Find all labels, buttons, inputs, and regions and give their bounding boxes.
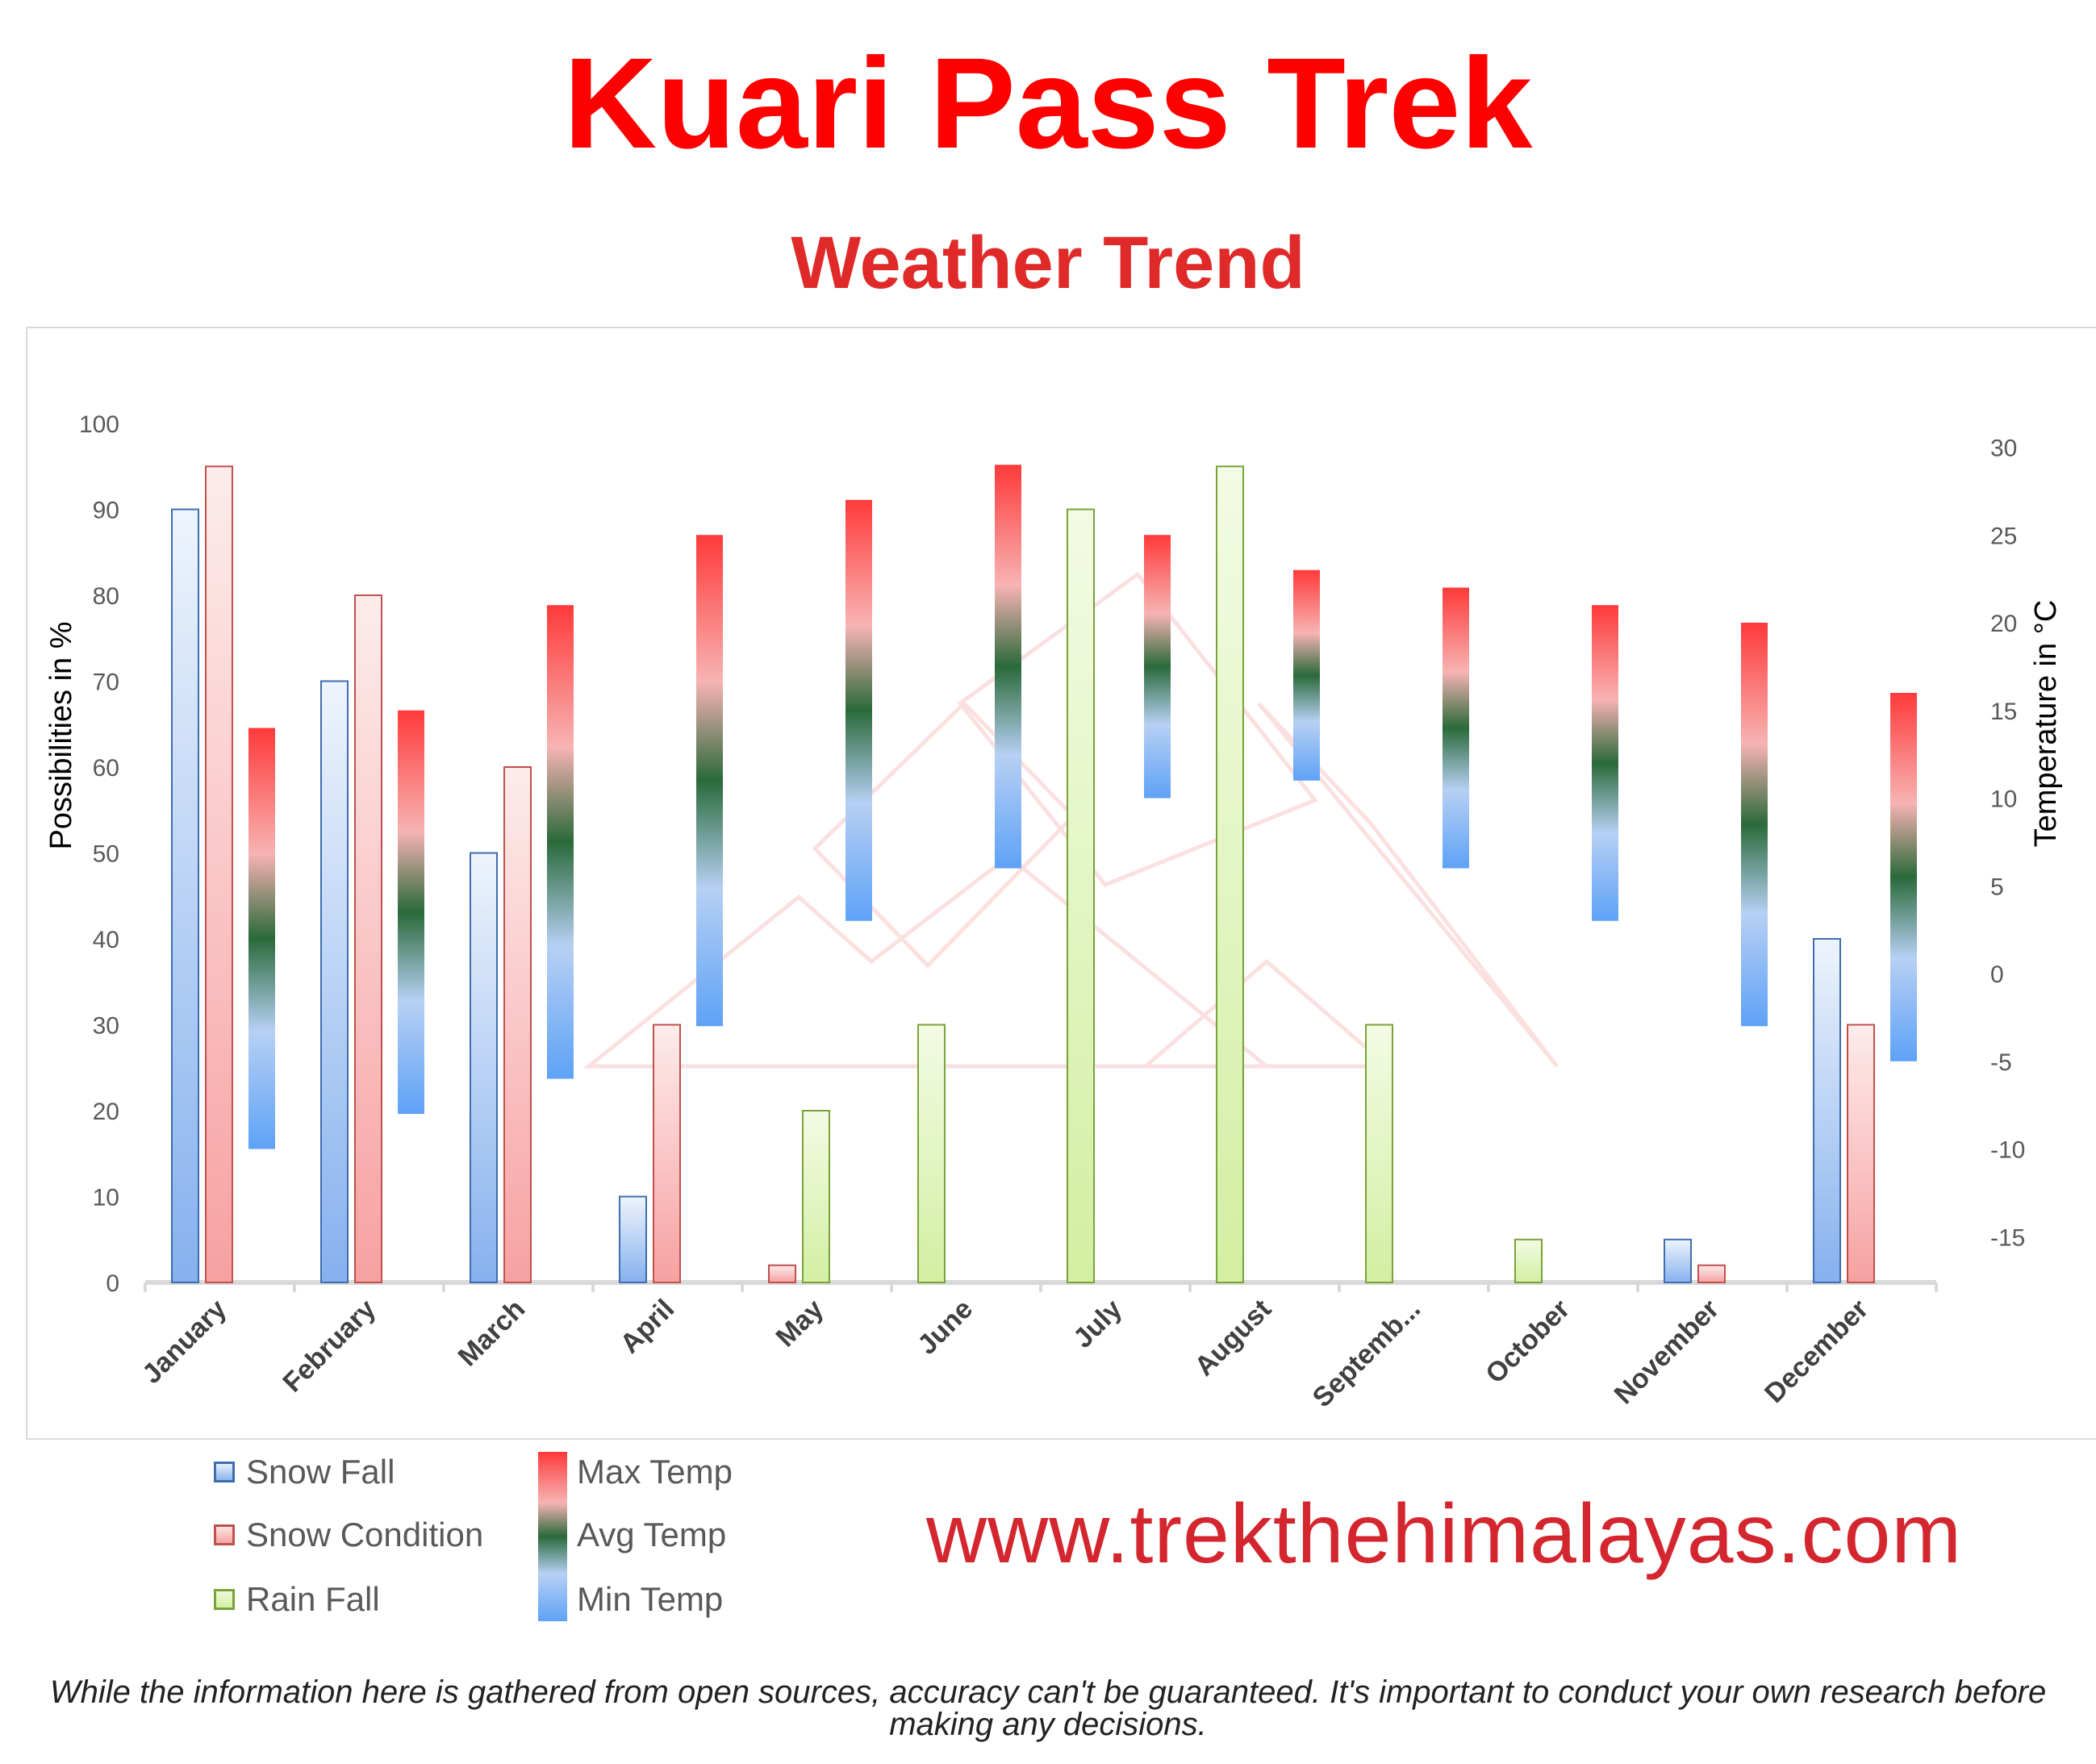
right-tick-label: 0 bbox=[1990, 961, 2004, 988]
temperature-range-bar bbox=[1592, 605, 1618, 921]
category-label: November bbox=[1609, 1294, 1725, 1410]
right-tick-label: 5 bbox=[1990, 874, 2004, 900]
left-tick-label: 50 bbox=[93, 841, 119, 868]
bar-snow-fall bbox=[1813, 938, 1841, 1283]
right-tick-label: 15 bbox=[1990, 699, 2017, 725]
left-tick-label: 90 bbox=[93, 498, 119, 524]
temperature-ranges bbox=[248, 465, 1917, 1149]
bar-rain-fall bbox=[802, 1110, 830, 1283]
bar-rain-fall bbox=[1067, 508, 1095, 1283]
legend-swatch-rain-fall bbox=[214, 1589, 235, 1610]
legend-min-temp: Min Temp bbox=[577, 1580, 724, 1618]
category-label: Septemb... bbox=[1307, 1294, 1426, 1413]
temperature-range-bar bbox=[995, 465, 1021, 869]
bar-snow-condition bbox=[1847, 1024, 1875, 1283]
bar-rain-fall bbox=[1216, 465, 1244, 1283]
disclaimer-text: While the information here is gathered f… bbox=[49, 1674, 2047, 1742]
category-label: April bbox=[615, 1294, 681, 1360]
left-tick-label: 70 bbox=[93, 669, 119, 696]
bar-snow-fall bbox=[1664, 1238, 1692, 1283]
legend-snow-condition: Snow Condition bbox=[246, 1516, 484, 1553]
right-tick-label: 30 bbox=[1990, 436, 2017, 462]
left-tick-label: 30 bbox=[93, 1013, 119, 1040]
bar-snow-fall bbox=[320, 680, 349, 1283]
legend-swatch-snow-fall bbox=[214, 1462, 235, 1483]
bar-snow-condition bbox=[653, 1024, 681, 1283]
temperature-range-bar bbox=[1741, 623, 1768, 1027]
legend-temperature-gradient bbox=[538, 1452, 567, 1621]
category-label: July bbox=[1067, 1294, 1128, 1354]
bar-snow-fall bbox=[171, 508, 199, 1283]
bar-snow-condition bbox=[354, 594, 382, 1283]
left-tick-label: 20 bbox=[93, 1099, 119, 1125]
x-axis-labels: January February March April May June July Augu… bbox=[136, 1294, 1874, 1414]
right-tick-label: 10 bbox=[1990, 786, 2017, 813]
category-label: May bbox=[770, 1294, 830, 1353]
left-axis-ticks: 0 10 20 30 40 50 60 70 80 90 100 bbox=[79, 411, 119, 1297]
category-label: June bbox=[912, 1294, 979, 1361]
right-tick-label: -10 bbox=[1990, 1137, 2025, 1164]
category-label: August bbox=[1188, 1294, 1277, 1382]
right-tick-label: -15 bbox=[1990, 1224, 2025, 1251]
chart-frame bbox=[26, 327, 2096, 1440]
weather-chart: 0 10 20 30 40 50 60 70 80 90 100 -15 -10 -5 0 5 10 15 20 2… bbox=[44, 411, 2063, 1414]
temperature-range-bar bbox=[696, 535, 723, 1027]
chart-subtitle: Weather Trend bbox=[791, 222, 1305, 304]
bar-rain-fall bbox=[917, 1024, 946, 1283]
category-label: February bbox=[277, 1294, 382, 1399]
legend-rain-fall: Rain Fall bbox=[246, 1580, 380, 1618]
left-tick-label: 0 bbox=[106, 1270, 119, 1297]
left-tick-label: 40 bbox=[93, 927, 119, 953]
temperature-range-bar bbox=[845, 499, 872, 921]
temperature-range-bar bbox=[1443, 587, 1469, 869]
bar-snow-fall bbox=[470, 852, 498, 1283]
temperature-range-bar bbox=[1293, 569, 1320, 781]
category-label: March bbox=[452, 1294, 531, 1373]
left-tick-label: 100 bbox=[79, 411, 119, 438]
bar-rain-fall bbox=[1365, 1024, 1393, 1283]
temperature-range-bar bbox=[1144, 535, 1171, 799]
bar-snow-condition bbox=[503, 766, 532, 1283]
legend-max-temp: Max Temp bbox=[577, 1453, 733, 1491]
left-tick-label: 80 bbox=[93, 583, 119, 610]
website-url[interactable]: www.trekthehimalayas.com bbox=[926, 1487, 1962, 1581]
y-axis-left-label: Possibilities in % bbox=[44, 622, 78, 850]
legend-swatch-snow-condition bbox=[214, 1524, 235, 1545]
bar-snow-condition bbox=[205, 465, 233, 1283]
bar-snow-fall bbox=[619, 1195, 647, 1283]
bar-snow-condition bbox=[1697, 1264, 1726, 1283]
category-label: October bbox=[1480, 1294, 1576, 1390]
right-tick-label: 25 bbox=[1990, 523, 2017, 549]
temperature-range-bar bbox=[398, 710, 424, 1114]
legend-avg-temp: Avg Temp bbox=[577, 1516, 727, 1553]
y-axis-right-label: Temperature in °C bbox=[2029, 600, 2063, 848]
temperature-range-bar bbox=[1890, 693, 1917, 1061]
right-tick-label: 20 bbox=[1990, 611, 2017, 637]
bar-series bbox=[171, 465, 1875, 1283]
chart-title: Kuari Pass Trek bbox=[563, 31, 1533, 175]
legend-snow-fall: Snow Fall bbox=[246, 1453, 395, 1491]
category-label: December bbox=[1759, 1294, 1874, 1409]
left-tick-label: 60 bbox=[93, 755, 119, 782]
bar-rain-fall bbox=[1514, 1238, 1543, 1283]
temperature-range-bar bbox=[248, 728, 275, 1149]
chart-axes bbox=[144, 1280, 1938, 1292]
category-label: January bbox=[136, 1294, 232, 1390]
bar-snow-condition bbox=[768, 1264, 796, 1283]
right-axis-ticks: -15 -10 -5 0 5 10 15 20 25 30 bbox=[1990, 436, 2025, 1252]
temperature-range-bar bbox=[547, 605, 574, 1079]
right-tick-label: -5 bbox=[1990, 1049, 2012, 1076]
left-tick-label: 10 bbox=[93, 1185, 119, 1211]
